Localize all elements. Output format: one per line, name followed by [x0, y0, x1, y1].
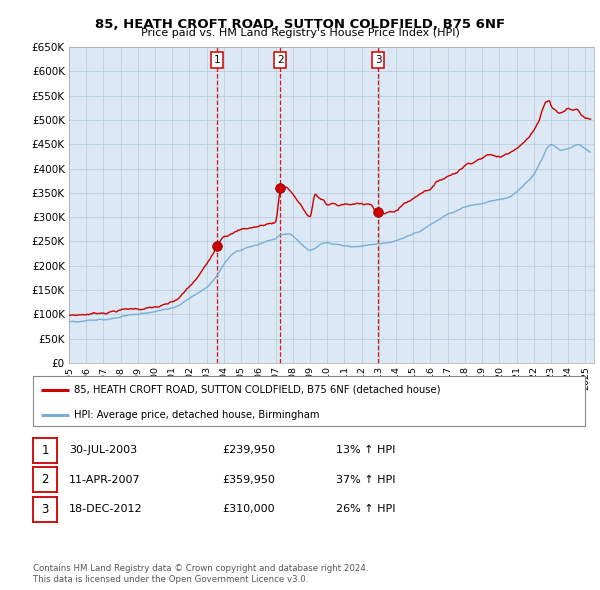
Text: 85, HEATH CROFT ROAD, SUTTON COLDFIELD, B75 6NF: 85, HEATH CROFT ROAD, SUTTON COLDFIELD, … — [95, 18, 505, 31]
Text: Price paid vs. HM Land Registry's House Price Index (HPI): Price paid vs. HM Land Registry's House … — [140, 28, 460, 38]
Text: £310,000: £310,000 — [222, 504, 275, 514]
Text: 1: 1 — [41, 444, 49, 457]
Text: 30-JUL-2003: 30-JUL-2003 — [69, 445, 137, 455]
Text: £239,950: £239,950 — [222, 445, 275, 455]
Text: 37% ↑ HPI: 37% ↑ HPI — [336, 475, 395, 484]
Text: Contains HM Land Registry data © Crown copyright and database right 2024.: Contains HM Land Registry data © Crown c… — [33, 565, 368, 573]
Text: 18-DEC-2012: 18-DEC-2012 — [69, 504, 143, 514]
Text: 2: 2 — [277, 55, 284, 65]
Text: HPI: Average price, detached house, Birmingham: HPI: Average price, detached house, Birm… — [74, 410, 320, 420]
Text: 13% ↑ HPI: 13% ↑ HPI — [336, 445, 395, 455]
Text: 2: 2 — [41, 473, 49, 486]
Text: This data is licensed under the Open Government Licence v3.0.: This data is licensed under the Open Gov… — [33, 575, 308, 584]
Text: 3: 3 — [41, 503, 49, 516]
Text: 11-APR-2007: 11-APR-2007 — [69, 475, 140, 484]
Text: 3: 3 — [375, 55, 382, 65]
Text: £359,950: £359,950 — [222, 475, 275, 484]
Text: 26% ↑ HPI: 26% ↑ HPI — [336, 504, 395, 514]
Text: 85, HEATH CROFT ROAD, SUTTON COLDFIELD, B75 6NF (detached house): 85, HEATH CROFT ROAD, SUTTON COLDFIELD, … — [74, 385, 441, 395]
Text: 1: 1 — [214, 55, 220, 65]
